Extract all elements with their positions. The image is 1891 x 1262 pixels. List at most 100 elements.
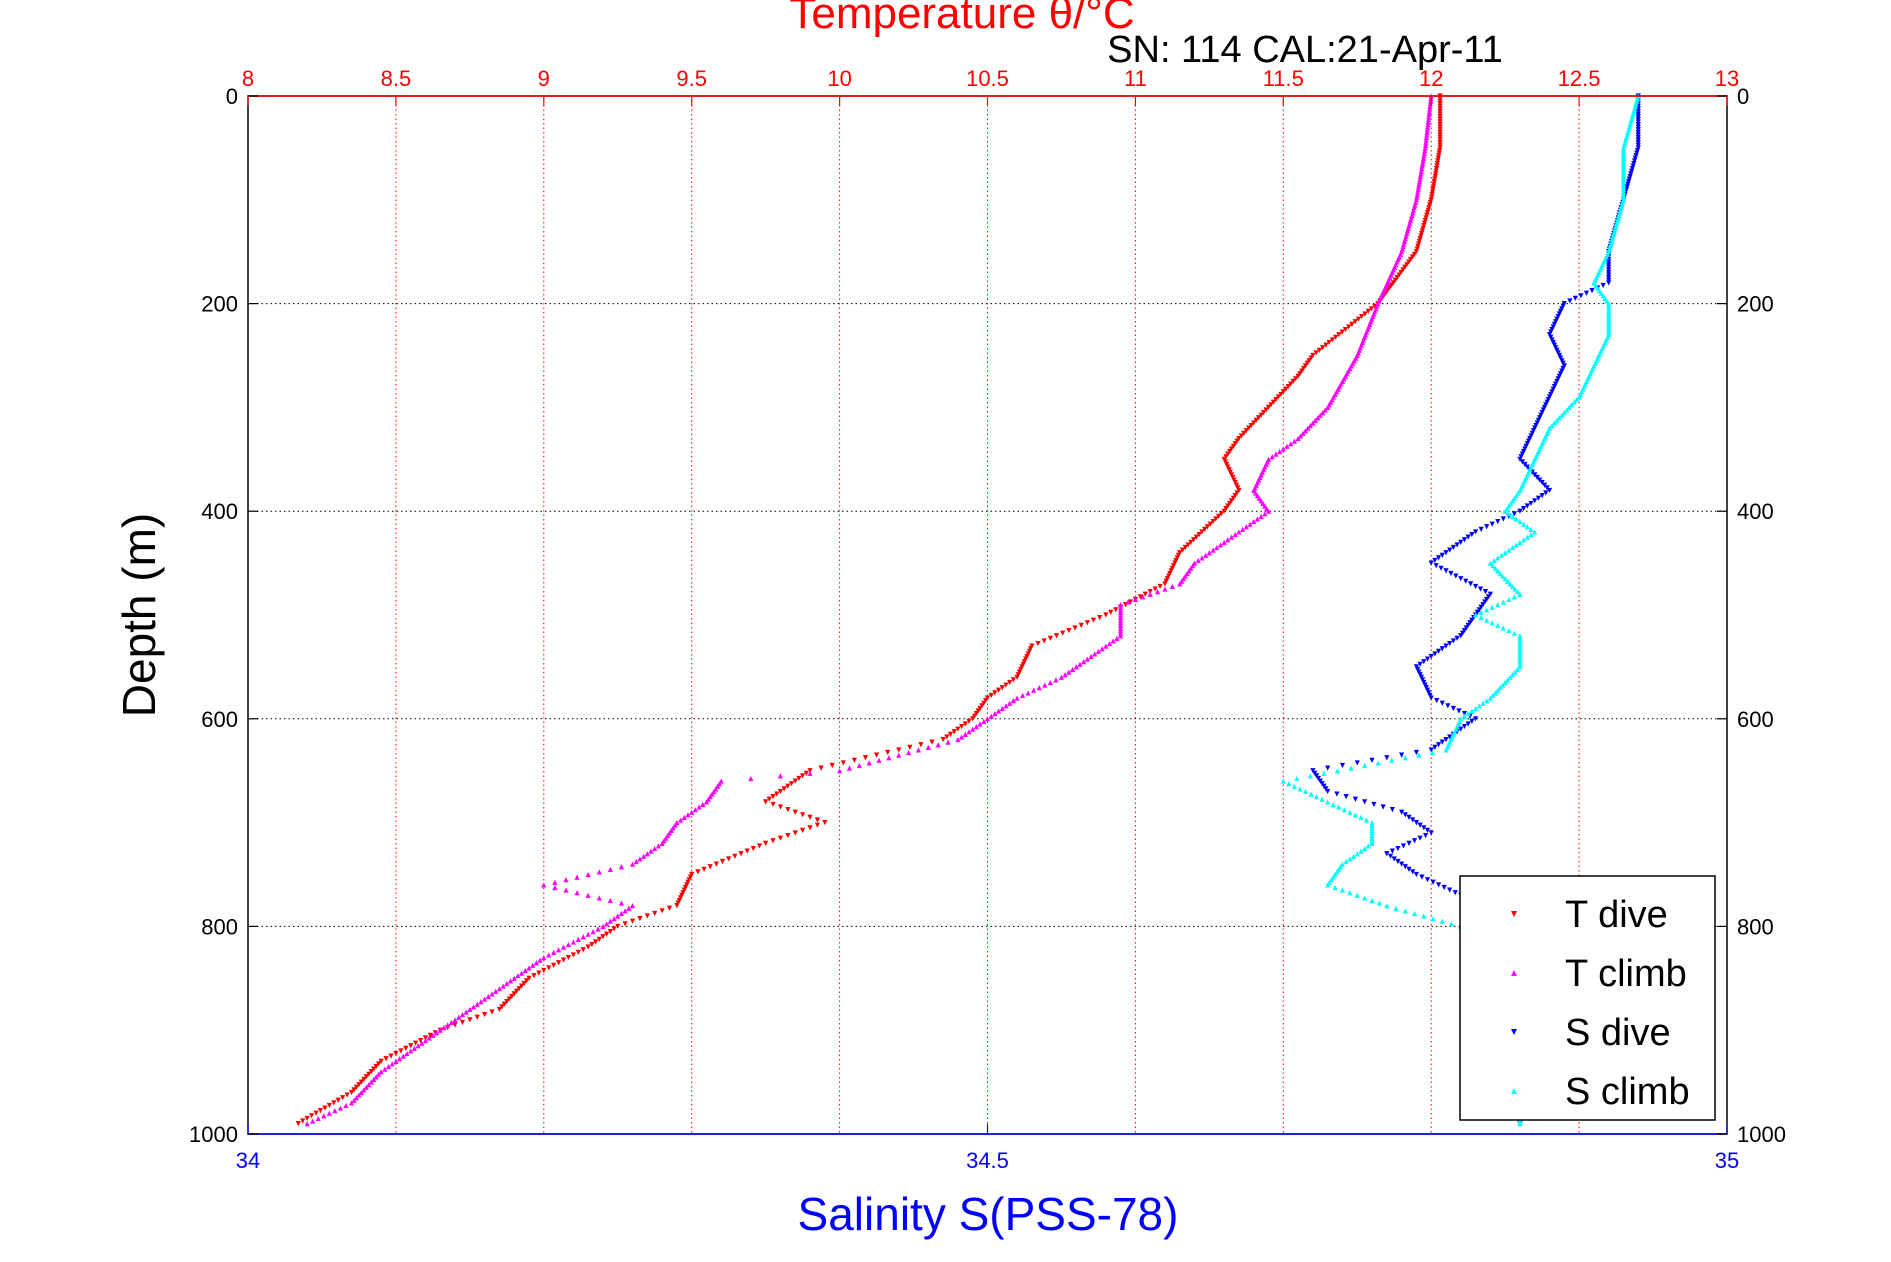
data-point bbox=[1492, 690, 1498, 696]
data-point bbox=[366, 1082, 372, 1088]
data-point bbox=[551, 949, 557, 955]
data-point bbox=[1191, 537, 1197, 543]
data-point bbox=[595, 926, 601, 932]
data-point bbox=[947, 731, 954, 737]
data-point bbox=[1448, 921, 1455, 927]
temperature-tick-label: 10 bbox=[827, 66, 851, 91]
legend-marker bbox=[1511, 1029, 1517, 1035]
data-point bbox=[1069, 666, 1076, 673]
data-point bbox=[1273, 451, 1279, 457]
data-point bbox=[1500, 516, 1506, 522]
data-point bbox=[1428, 695, 1434, 701]
chart-subtitle: SN: 114 CAL:21-Apr-11 bbox=[1107, 29, 1503, 71]
depth-tick-label-right: 800 bbox=[1737, 914, 1774, 939]
data-point bbox=[326, 1102, 332, 1109]
data-point bbox=[368, 1079, 374, 1085]
data-point bbox=[1389, 848, 1395, 854]
data-point bbox=[452, 1017, 458, 1023]
data-point bbox=[1421, 659, 1427, 665]
data-point bbox=[1162, 581, 1168, 587]
data-point bbox=[648, 848, 654, 854]
data-point bbox=[770, 801, 776, 808]
data-point bbox=[1465, 711, 1471, 717]
data-point bbox=[637, 916, 643, 922]
data-point bbox=[1014, 695, 1020, 701]
data-point bbox=[1427, 103, 1433, 109]
data-point bbox=[570, 939, 576, 945]
data-point bbox=[1291, 438, 1297, 444]
data-point bbox=[800, 812, 806, 818]
data-point bbox=[1110, 638, 1116, 644]
data-point bbox=[1406, 866, 1412, 872]
data-point bbox=[376, 1071, 382, 1077]
data-point bbox=[1391, 856, 1397, 862]
data-point bbox=[1362, 799, 1368, 805]
data-point bbox=[560, 944, 567, 950]
data-point bbox=[1463, 578, 1469, 584]
data-point bbox=[1439, 700, 1445, 706]
data-point bbox=[1193, 534, 1200, 540]
data-point bbox=[1062, 672, 1068, 678]
data-point bbox=[1336, 804, 1342, 810]
data-point bbox=[618, 864, 625, 870]
data-point bbox=[541, 954, 547, 961]
data-point bbox=[1317, 412, 1323, 418]
data-point bbox=[1060, 630, 1066, 636]
data-point bbox=[433, 1030, 440, 1036]
data-point bbox=[1423, 137, 1429, 143]
data-point bbox=[1438, 565, 1444, 571]
data-point bbox=[1524, 524, 1530, 530]
data-point bbox=[995, 708, 1002, 714]
data-point bbox=[1472, 583, 1479, 590]
data-point bbox=[615, 923, 621, 929]
data-point bbox=[313, 1110, 319, 1116]
data-point bbox=[1106, 640, 1113, 647]
data-point bbox=[1313, 794, 1320, 800]
salinity-tick-label: 34 bbox=[236, 1148, 260, 1173]
data-point bbox=[1254, 516, 1261, 522]
data-point bbox=[700, 801, 706, 808]
data-point bbox=[1465, 534, 1471, 540]
data-point bbox=[1423, 140, 1429, 146]
data-point bbox=[1497, 570, 1503, 577]
data-point bbox=[1334, 768, 1341, 774]
data-point bbox=[1402, 755, 1408, 761]
data-point bbox=[1414, 194, 1420, 200]
data-point bbox=[1389, 757, 1395, 763]
data-point bbox=[966, 718, 972, 724]
data-point bbox=[1461, 537, 1468, 543]
data-point bbox=[388, 1053, 394, 1059]
data-point bbox=[876, 757, 882, 763]
data-point bbox=[315, 1115, 321, 1122]
axis-ticks: 0 0 200 200 400 400 600 600 800 800 1000 1000 8 8.5 9 9… bbox=[189, 66, 1786, 1173]
data-point bbox=[814, 822, 821, 828]
data-point bbox=[317, 1108, 324, 1114]
data-point bbox=[404, 1050, 410, 1057]
data-point bbox=[1489, 604, 1495, 610]
data-point bbox=[1416, 181, 1422, 187]
temperature-tick-label: 11.5 bbox=[1263, 66, 1304, 91]
data-point bbox=[1341, 807, 1347, 813]
data-point bbox=[1395, 845, 1401, 852]
data-point bbox=[955, 726, 961, 732]
data-point bbox=[496, 986, 503, 992]
data-point bbox=[580, 934, 586, 940]
data-point bbox=[1502, 550, 1508, 556]
data-point bbox=[1492, 565, 1498, 571]
data-point bbox=[1505, 677, 1511, 683]
data-point bbox=[485, 993, 491, 1000]
data-point bbox=[580, 947, 586, 953]
data-point bbox=[1528, 526, 1534, 532]
data-point bbox=[1384, 903, 1390, 909]
data-point bbox=[408, 1043, 414, 1049]
data-point bbox=[373, 1074, 379, 1080]
data-point bbox=[1315, 415, 1321, 421]
data-point bbox=[459, 1012, 466, 1018]
depth-tick-label-right: 1000 bbox=[1737, 1122, 1786, 1147]
data-point bbox=[1240, 526, 1246, 532]
data-point bbox=[519, 970, 525, 976]
data-point bbox=[678, 817, 684, 823]
legend-marker bbox=[1511, 970, 1517, 976]
data-point bbox=[1291, 783, 1297, 789]
